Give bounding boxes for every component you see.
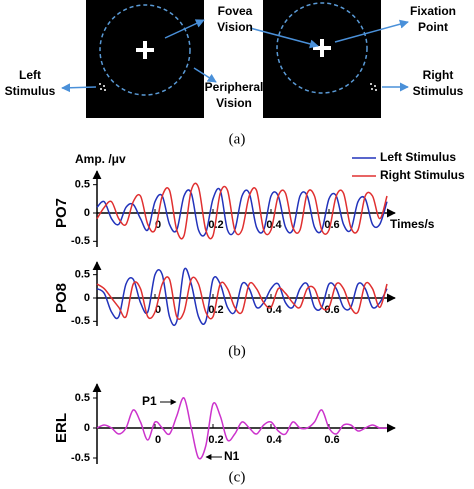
label: Stimulus [413,84,464,98]
label: Left [19,68,41,82]
x-tick-label: 0 [155,219,161,231]
x-tick-label: 0.4 [266,219,282,231]
periphery-circle [276,2,368,94]
y-tick-label: 0.5 [75,392,90,404]
y-axis-label: PO8 [53,283,70,313]
x-tick-label: 0 [155,304,161,316]
caption: (b) [228,343,246,359]
series-line [96,276,388,320]
legend-label: Right Stimulus [380,168,465,182]
stimulus-dots [99,83,106,91]
x-tick-label: 0.4 [266,304,282,316]
x-tick-label: 0.2 [208,434,223,446]
stimulus-panel: Fovea Vision Fixation Point Left Stimulu… [5,0,464,118]
label: Vision [217,20,253,34]
fixation-cross [136,41,154,59]
x-tick-label: 0.2 [208,219,223,231]
annotation: N1 [224,449,240,463]
y-tick-label: -0.5 [71,452,90,464]
arrows [61,19,409,93]
label: Fovea [218,4,253,18]
label: Right [423,68,454,82]
label: Vision [216,96,252,110]
legend-label: Left Stimulus [380,150,456,164]
stimulus-dots [370,83,377,91]
x-tick-label: 0.6 [324,434,339,446]
x-axis-label: Times/s [390,217,435,231]
axis-title: Amp. /μv [75,152,126,166]
x-tick-label: 0.4 [266,434,282,446]
series-line [96,397,388,460]
y-tick-label: 0 [84,422,90,434]
y-axis-label: ERL [53,413,70,443]
series-line [96,267,388,327]
y-tick-label: 0 [84,292,90,304]
periphery-circle [99,4,191,96]
caption: (a) [229,131,246,147]
y-axis-label: PO7 [53,198,70,228]
label: Peripheral [205,80,264,94]
label: Stimulus [5,84,56,98]
x-tick-label: 0.2 [208,304,223,316]
x-tick-label: 0.6 [324,219,339,231]
label: Point [418,20,448,34]
series-line [96,182,388,240]
y-tick-label: -0.5 [71,235,90,247]
y-tick-label: -0.5 [71,315,90,327]
y-tick-label: 0.5 [75,269,90,281]
y-tick-label: 0.5 [75,179,90,191]
annotation: P1 [142,394,157,408]
x-tick-label: 0.6 [324,304,339,316]
label: Fixation [410,4,456,18]
x-tick-label: 0 [155,434,161,446]
y-tick-label: 0 [84,207,90,219]
caption: (c) [229,469,246,485]
series-line [96,187,388,237]
screen-right [263,0,381,118]
